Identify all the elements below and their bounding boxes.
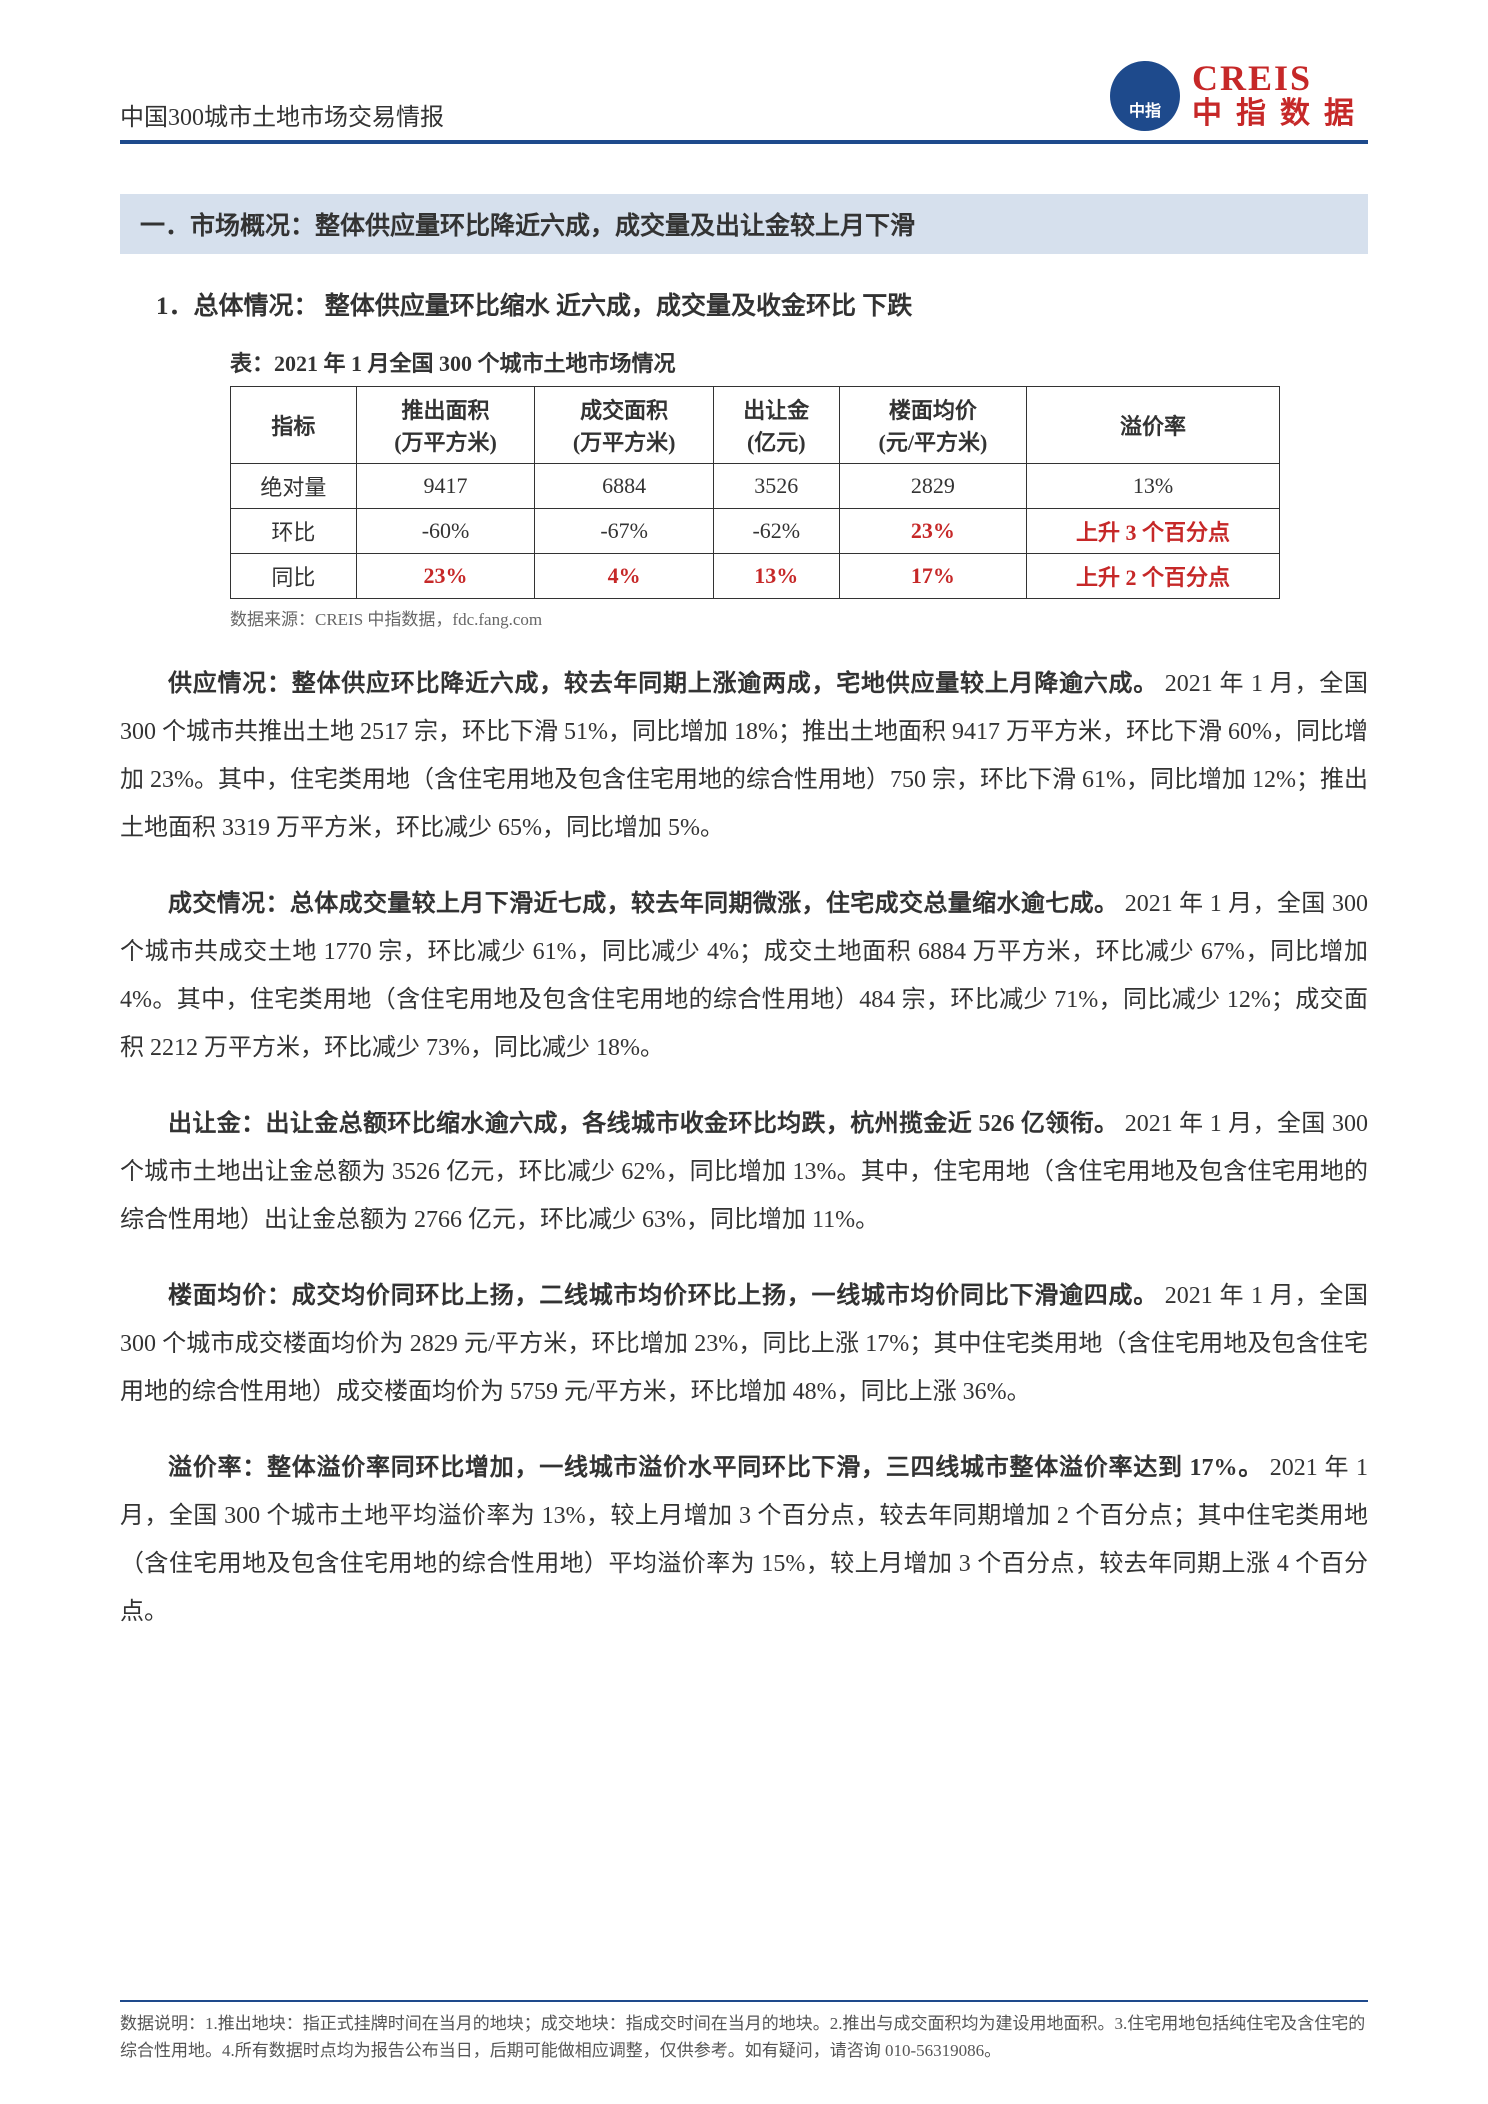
table-caption: 表：2021 年 1 月全国 300 个城市土地市场情况 xyxy=(230,346,1368,378)
header-title: 中国300城市土地市场交易情报 xyxy=(120,97,444,132)
logo-cn: 中指数据 xyxy=(1192,96,1368,132)
cell: 17% xyxy=(839,554,1026,599)
cell: 23% xyxy=(839,509,1026,554)
cell: 上升 3 个百分点 xyxy=(1027,509,1280,554)
para-lead: 出让金：出让金总额环比缩水逾六成，各线城市收金环比均跌，杭州揽金近 526 亿领… xyxy=(168,1111,1118,1137)
table-row: 绝对量 9417 6884 3526 2829 13% xyxy=(231,464,1280,509)
table-body: 绝对量 9417 6884 3526 2829 13% 环比 -60% -67%… xyxy=(231,464,1280,599)
row-label: 绝对量 xyxy=(231,464,357,509)
cell: 4% xyxy=(535,554,714,599)
th-sale-amount: 出让金(亿元) xyxy=(713,387,839,464)
logo-icon xyxy=(1110,61,1180,131)
cell: -67% xyxy=(535,509,714,554)
header-divider xyxy=(120,140,1368,144)
cell: 3526 xyxy=(713,464,839,509)
th-metric: 指标 xyxy=(231,387,357,464)
table-row: 同比 23% 4% 13% 17% 上升 2 个百分点 xyxy=(231,554,1280,599)
para-supply: 供应情况：整体供应环比降近六成，较去年同期上涨逾两成，宅地供应量较上月降逾六成。… xyxy=(120,660,1368,852)
para-deal: 成交情况：总体成交量较上月下滑近七成，较去年同期微涨，住宅成交总量缩水逾七成。 … xyxy=(120,880,1368,1072)
para-lead: 成交情况：总体成交量较上月下滑近七成，较去年同期微涨，住宅成交总量缩水逾七成。 xyxy=(168,891,1118,917)
page-header: 中国300城市土地市场交易情报 CREIS 中指数据 xyxy=(120,60,1368,132)
para-lead: 溢价率：整体溢价率同环比增加，一线城市溢价水平同环比下滑，三四线城市整体溢价率达… xyxy=(168,1455,1263,1481)
para-lead: 供应情况：整体供应环比降近六成，较去年同期上涨逾两成，宅地供应量较上月降逾六成。 xyxy=(168,671,1158,697)
cell: 13% xyxy=(1027,464,1280,509)
page-footer: 数据说明：1.推出地块：指正式挂牌时间在当月的地块；成交地块：指成交时间在当月的… xyxy=(120,2000,1368,2064)
cell: 9417 xyxy=(356,464,535,509)
row-label: 环比 xyxy=(231,509,357,554)
section-banner: 一．市场概况：整体供应量环比降近六成，成交量及出让金较上月下滑 xyxy=(120,194,1368,254)
table-header-row: 指标 推出面积(万平方米) 成交面积(万平方米) 出让金(亿元) 楼面均价(元/… xyxy=(231,387,1280,464)
cell: -60% xyxy=(356,509,535,554)
th-floor-price: 楼面均价(元/平方米) xyxy=(839,387,1026,464)
para-premium: 溢价率：整体溢价率同环比增加，一线城市溢价水平同环比下滑，三四线城市整体溢价率达… xyxy=(120,1444,1368,1636)
th-premium-rate: 溢价率 xyxy=(1027,387,1280,464)
cell: 上升 2 个百分点 xyxy=(1027,554,1280,599)
row-label: 同比 xyxy=(231,554,357,599)
th-launch-area: 推出面积(万平方米) xyxy=(356,387,535,464)
table-row: 环比 -60% -67% -62% 23% 上升 3 个百分点 xyxy=(231,509,1280,554)
th-deal-area: 成交面积(万平方米) xyxy=(535,387,714,464)
cell: 23% xyxy=(356,554,535,599)
para-floor-price: 楼面均价：成交均价同环比上扬，二线城市均价环比上扬，一线城市均价同比下滑逾四成。… xyxy=(120,1272,1368,1416)
subsection-title: 1．总体情况： 整体供应量环比缩水 近六成，成交量及收金环比 下跌 xyxy=(156,286,1368,322)
para-lead: 楼面均价：成交均价同环比上扬，二线城市均价环比上扬，一线城市均价同比下滑逾四成。 xyxy=(168,1283,1158,1309)
land-market-table: 指标 推出面积(万平方米) 成交面积(万平方米) 出让金(亿元) 楼面均价(元/… xyxy=(230,386,1280,599)
para-sale-amount: 出让金：出让金总额环比缩水逾六成，各线城市收金环比均跌，杭州揽金近 526 亿领… xyxy=(120,1100,1368,1244)
cell: -62% xyxy=(713,509,839,554)
footer-text: 数据说明：1.推出地块：指正式挂牌时间在当月的地块；成交地块：指成交时间在当月的… xyxy=(120,2010,1368,2064)
cell: 2829 xyxy=(839,464,1026,509)
table-source: 数据来源：CREIS 中指数据，fdc.fang.com xyxy=(230,605,1368,630)
logo-group: CREIS 中指数据 xyxy=(1110,60,1368,132)
logo-creis: CREIS xyxy=(1192,60,1368,96)
footer-divider xyxy=(120,2000,1368,2002)
logo-text: CREIS 中指数据 xyxy=(1192,60,1368,132)
cell: 6884 xyxy=(535,464,714,509)
cell: 13% xyxy=(713,554,839,599)
